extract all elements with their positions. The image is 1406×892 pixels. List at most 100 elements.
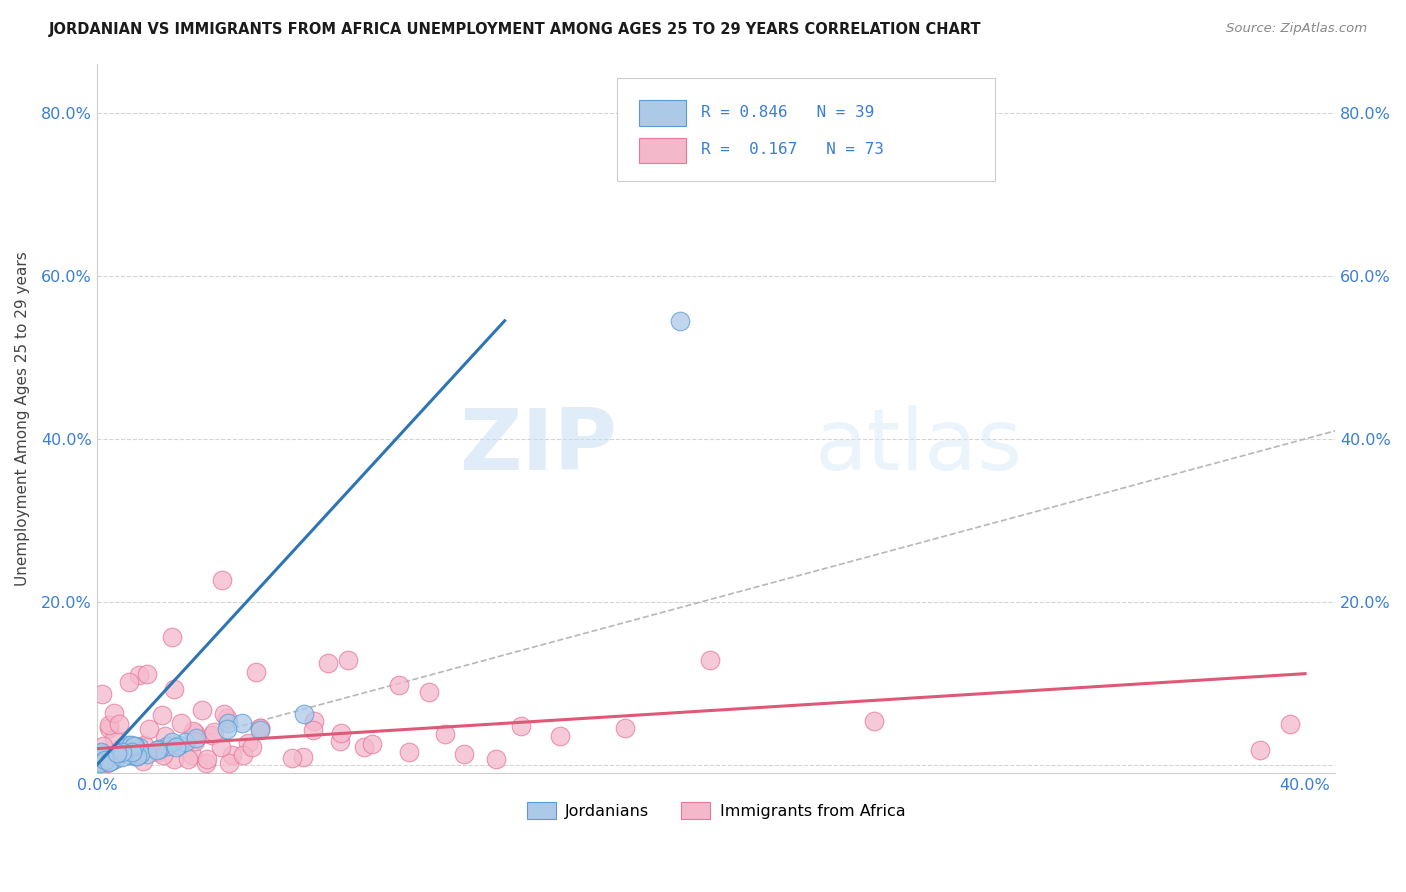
Point (111, 745, 134, 759)
Point (115, 741, 138, 756)
Point (329, 734, 352, 748)
Point (231, 715, 253, 730)
Point (240, 739, 263, 754)
Point (281, 751, 304, 765)
Point (433, 727, 456, 741)
Point (105, 746, 128, 760)
Point (184, 731, 207, 745)
Point (162, 752, 184, 766)
Point (163, 682, 186, 697)
Point (318, 656, 340, 670)
Point (128, 739, 150, 754)
Point (201, 728, 224, 742)
FancyBboxPatch shape (640, 137, 686, 163)
Point (111, 750, 134, 764)
Point (98, 718, 121, 732)
Point (110, 745, 132, 759)
Point (91, 753, 114, 767)
Point (195, 752, 218, 766)
Point (122, 739, 145, 754)
Point (1249, 743, 1271, 757)
Text: JORDANIAN VS IMMIGRANTS FROM AFRICA UNEMPLOYMENT AMONG AGES 25 TO 29 YEARS CORRE: JORDANIAN VS IMMIGRANTS FROM AFRICA UNEM… (49, 22, 981, 37)
Point (89, 756, 111, 770)
Point (124, 749, 146, 764)
Point (301, 723, 323, 737)
Point (93, 753, 115, 767)
Y-axis label: Unemployment Among Ages 25 to 29 years: Unemployment Among Ages 25 to 29 years (15, 252, 30, 586)
Point (613, 721, 636, 735)
Point (217, 722, 239, 736)
Text: R =  0.167   N = 73: R = 0.167 N = 73 (702, 143, 884, 157)
Point (127, 749, 149, 764)
FancyBboxPatch shape (640, 100, 686, 126)
Point (90, 755, 112, 769)
Point (174, 735, 197, 749)
Point (304, 714, 326, 729)
Point (162, 734, 184, 748)
Point (129, 747, 152, 761)
Point (93, 739, 115, 754)
Point (135, 666, 157, 681)
Point (118, 747, 141, 762)
Point (245, 665, 267, 679)
Point (107, 717, 129, 731)
Point (699, 653, 721, 667)
Point (181, 723, 204, 738)
Point (177, 752, 200, 766)
Point (124, 739, 146, 753)
Point (146, 743, 169, 757)
Point (128, 667, 150, 681)
Point (148, 741, 170, 756)
Point (111, 741, 134, 756)
Point (184, 726, 207, 740)
Point (215, 711, 238, 725)
Point (121, 745, 143, 759)
Point (153, 729, 176, 743)
Point (170, 715, 193, 730)
Point (103, 706, 125, 720)
Point (98, 754, 121, 768)
Point (485, 752, 508, 766)
Text: ZIP: ZIP (460, 406, 617, 489)
Point (124, 749, 146, 764)
Point (135, 747, 157, 761)
Point (150, 708, 173, 723)
Point (167, 738, 190, 752)
Point (337, 653, 360, 667)
Point (249, 723, 271, 737)
Point (353, 739, 375, 754)
Point (104, 751, 127, 765)
Point (180, 747, 202, 762)
Legend: Jordanians, Immigrants from Africa: Jordanians, Immigrants from Africa (520, 796, 911, 825)
Point (138, 722, 160, 736)
Point (110, 741, 132, 756)
Point (152, 747, 174, 762)
Point (195, 756, 218, 771)
Point (388, 678, 411, 692)
Point (118, 675, 141, 690)
Point (209, 739, 232, 754)
Point (132, 754, 155, 768)
Point (156, 739, 179, 754)
Text: R = 0.846   N = 39: R = 0.846 N = 39 (702, 104, 875, 120)
Point (184, 734, 207, 748)
Point (249, 721, 271, 735)
Point (103, 731, 125, 746)
Point (862, 714, 884, 728)
Point (96, 756, 118, 771)
Point (360, 737, 382, 751)
Point (100, 754, 122, 768)
Point (90, 746, 112, 760)
Point (146, 745, 169, 759)
Point (329, 726, 352, 740)
Point (103, 748, 125, 763)
Point (94, 755, 117, 769)
Point (236, 736, 259, 750)
Point (120, 739, 142, 753)
Point (160, 630, 183, 644)
Point (418, 685, 440, 699)
Point (91, 687, 114, 701)
Point (232, 747, 254, 762)
Point (249, 722, 271, 736)
Point (117, 738, 139, 752)
